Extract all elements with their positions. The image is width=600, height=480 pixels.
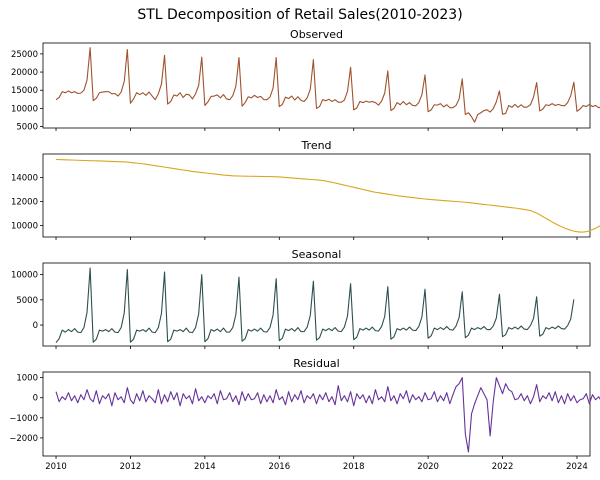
observed-panel-frame: [42, 42, 591, 129]
residual-y-tick-label: −1000: [9, 414, 38, 424]
trend-series-line: [55, 158, 600, 233]
residual-panel-title: Residual: [293, 357, 339, 370]
residual-panel-frame: [42, 371, 591, 457]
observed-y-tick-label: 5000: [16, 123, 38, 133]
x-tick-label: 2020: [417, 462, 439, 472]
x-tick-label: 2024: [566, 462, 588, 472]
seasonal-panel-title: Seasonal: [292, 248, 342, 261]
trend-panel-frame: [42, 153, 591, 238]
observed-y-tick-label: 10000: [11, 104, 38, 114]
observed-y-tick-label: 25000: [11, 50, 38, 60]
panels-group: Observed500010000150002000025000Trend100…: [9, 28, 600, 472]
x-tick-label: 2018: [343, 462, 365, 472]
residual-y-tick-label: 0: [33, 394, 38, 404]
observed-y-tick-label: 20000: [11, 68, 38, 78]
chart-title: STL Decomposition of Retail Sales(2010-2…: [137, 7, 462, 23]
observed-panel-title: Observed: [290, 28, 343, 41]
seasonal-series-line: [55, 267, 575, 344]
seasonal-y-tick-label: 10000: [11, 271, 38, 281]
trend-panel-title: Trend: [300, 139, 331, 152]
seasonal-panel-frame: [42, 262, 591, 347]
seasonal-y-tick-label: 5000: [16, 296, 38, 306]
trend-y-tick-label: 12000: [11, 198, 38, 208]
observed-y-tick-label: 15000: [11, 86, 38, 96]
x-tick-label: 2022: [492, 462, 514, 472]
residual-series-line: [55, 377, 600, 453]
x-tick-label: 2016: [268, 462, 290, 472]
observed-series-line: [55, 47, 600, 123]
x-tick-label: 2014: [194, 462, 216, 472]
trend-y-tick-label: 14000: [11, 173, 38, 183]
x-tick-label: 2010: [45, 462, 67, 472]
seasonal-y-tick-label: 0: [33, 321, 38, 331]
trend-y-tick-label: 10000: [11, 222, 38, 232]
residual-y-tick-label: −2000: [9, 434, 38, 444]
x-tick-label: 2012: [120, 462, 142, 472]
residual-y-tick-label: 1000: [16, 374, 38, 384]
